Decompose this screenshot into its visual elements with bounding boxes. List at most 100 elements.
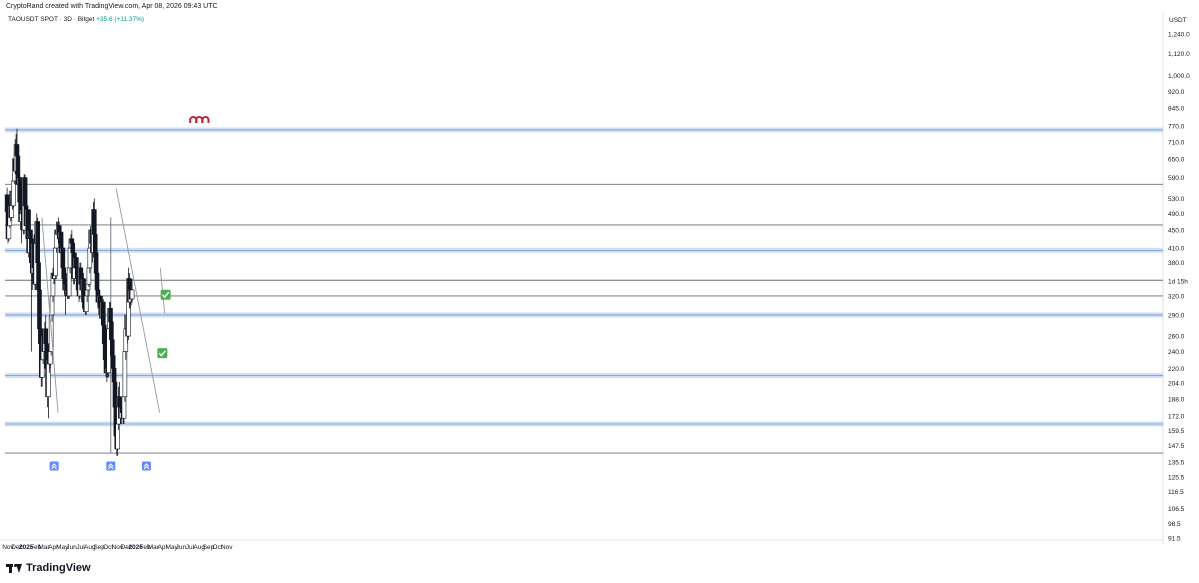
- candle-body[interactable]: [93, 252, 99, 274]
- y-tick-label: 91.5: [1168, 536, 1181, 543]
- chevron-up-icon: [51, 463, 58, 470]
- symbol-label: TAOUSDT SPOT · 3D · Bitget: [8, 16, 95, 23]
- y-tick-label: 450.0: [1168, 227, 1185, 234]
- candle-body[interactable]: [39, 359, 45, 378]
- y-axis-unit: USDT: [1169, 17, 1187, 24]
- candle-body[interactable]: [49, 295, 55, 316]
- chart-attribution: CryptoRand created with TradingView.com,…: [6, 3, 218, 10]
- x-tick-label: 2026: [128, 544, 143, 551]
- chevron-up-icon: [107, 463, 114, 470]
- y-tick-label: 135.5: [1168, 460, 1185, 467]
- candle-body[interactable]: [86, 267, 92, 285]
- x-tick-label: Sep: [93, 544, 105, 551]
- brand-name: TradingView: [26, 562, 91, 574]
- x-tick-label: May: [56, 544, 69, 551]
- y-tick-label: 204.0: [1168, 380, 1185, 387]
- y-tick-label: 116.5: [1168, 489, 1184, 496]
- candle-body[interactable]: [129, 289, 135, 300]
- y-tick-label: 320.0: [1168, 293, 1185, 300]
- candle-body[interactable]: [109, 321, 114, 341]
- y-tick-label: 106.5: [1168, 506, 1185, 513]
- x-tick-label: Nov: [2, 544, 14, 551]
- y-tick-label: 147.5: [1168, 443, 1185, 450]
- x-tick-label: Sep: [203, 544, 215, 551]
- candle-body[interactable]: [61, 267, 67, 279]
- x-tick-label: Aug: [84, 544, 96, 551]
- candle-body[interactable]: [52, 275, 58, 279]
- y-tick-label: 125.5: [1168, 474, 1185, 481]
- x-tick-label: Jul: [186, 544, 195, 551]
- y-tick-label: 172.0: [1168, 413, 1185, 420]
- y-tick-label: 260.0: [1168, 334, 1185, 341]
- x-tick-label: Dec: [121, 544, 133, 551]
- countdown-label: 1d 15h: [1168, 279, 1188, 286]
- candle-body[interactable]: [85, 283, 91, 291]
- candle-body[interactable]: [53, 247, 58, 277]
- candle-body[interactable]: [122, 351, 128, 398]
- candle-body[interactable]: [121, 396, 127, 419]
- y-tick-label: 410.0: [1168, 245, 1185, 252]
- candle-body[interactable]: [60, 247, 66, 269]
- candle-body[interactable]: [11, 180, 16, 207]
- candle-body[interactable]: [101, 324, 107, 344]
- y-tick-label: 1,120.0: [1168, 51, 1190, 58]
- y-tick-label: 845.0: [1168, 106, 1185, 113]
- y-tick-label: 770.0: [1168, 124, 1185, 131]
- candle-body[interactable]: [111, 368, 117, 383]
- candle-body[interactable]: [92, 234, 98, 254]
- candle-body[interactable]: [115, 423, 120, 450]
- tradingview-brand[interactable]: TradingView: [6, 562, 91, 574]
- countdown-badge: [1164, 276, 1194, 286]
- trendline[interactable]: [41, 217, 59, 413]
- trendline[interactable]: [115, 188, 161, 413]
- candle-body[interactable]: [47, 351, 53, 365]
- candle-body[interactable]: [28, 229, 33, 240]
- x-tick-label: Nov: [112, 544, 124, 551]
- price-change: +35.6 (+11.37%): [96, 16, 145, 23]
- y-tick-label: 710.0: [1168, 139, 1185, 146]
- x-tick-label: Jul: [76, 544, 85, 551]
- candle-body[interactable]: [108, 308, 113, 323]
- y-tick-label: 490.0: [1168, 211, 1185, 218]
- candle-body[interactable]: [109, 339, 115, 356]
- x-tick-label: Jun: [176, 544, 187, 551]
- candle-body[interactable]: [94, 272, 100, 291]
- y-tick-label: 159.5: [1168, 428, 1185, 435]
- candle-body[interactable]: [66, 267, 72, 297]
- candle-body[interactable]: [110, 355, 116, 369]
- y-tick-label: 220.0: [1168, 366, 1185, 373]
- green-check-icon: [157, 348, 168, 359]
- candle-body[interactable]: [17, 177, 22, 203]
- magnet-icon[interactable]: [201, 116, 210, 123]
- x-tick-label: Feb: [30, 544, 42, 551]
- symbol-legend: TAOUSDT SPOT · 3D · Bitget +35.6 (+11.37…: [8, 16, 144, 23]
- x-tick-label: Oct: [212, 544, 222, 551]
- tradingview-logo-icon: [6, 563, 22, 574]
- candle-body[interactable]: [43, 328, 49, 344]
- x-tick-label: Apr: [48, 544, 59, 551]
- x-tick-label: Mar: [148, 544, 160, 551]
- candle-body[interactable]: [84, 289, 90, 297]
- green-check-icon: [160, 289, 171, 300]
- candle-body[interactable]: [6, 225, 12, 240]
- check-mark-icon: [158, 350, 166, 357]
- candle-body[interactable]: [35, 221, 40, 263]
- candle-body[interactable]: [74, 257, 79, 269]
- x-tick-label: Feb: [139, 544, 151, 551]
- x-tick-label: Nov: [221, 544, 233, 551]
- y-tick-label: 530.0: [1168, 196, 1185, 203]
- x-tick-label: Aug: [193, 544, 205, 551]
- chevron-up-icon: [143, 463, 150, 470]
- candle-body[interactable]: [92, 209, 97, 235]
- x-tick-label: Oct: [103, 544, 113, 551]
- candle-body[interactable]: [14, 144, 20, 157]
- candle-body[interactable]: [69, 238, 75, 244]
- candle-body[interactable]: [83, 295, 89, 312]
- x-tick-label: May: [165, 544, 178, 551]
- magnet-icon[interactable]: [195, 116, 204, 123]
- candle-body[interactable]: [37, 289, 42, 330]
- candle-body[interactable]: [70, 243, 76, 254]
- candle-body[interactable]: [36, 262, 41, 291]
- candle-body[interactable]: [101, 301, 106, 326]
